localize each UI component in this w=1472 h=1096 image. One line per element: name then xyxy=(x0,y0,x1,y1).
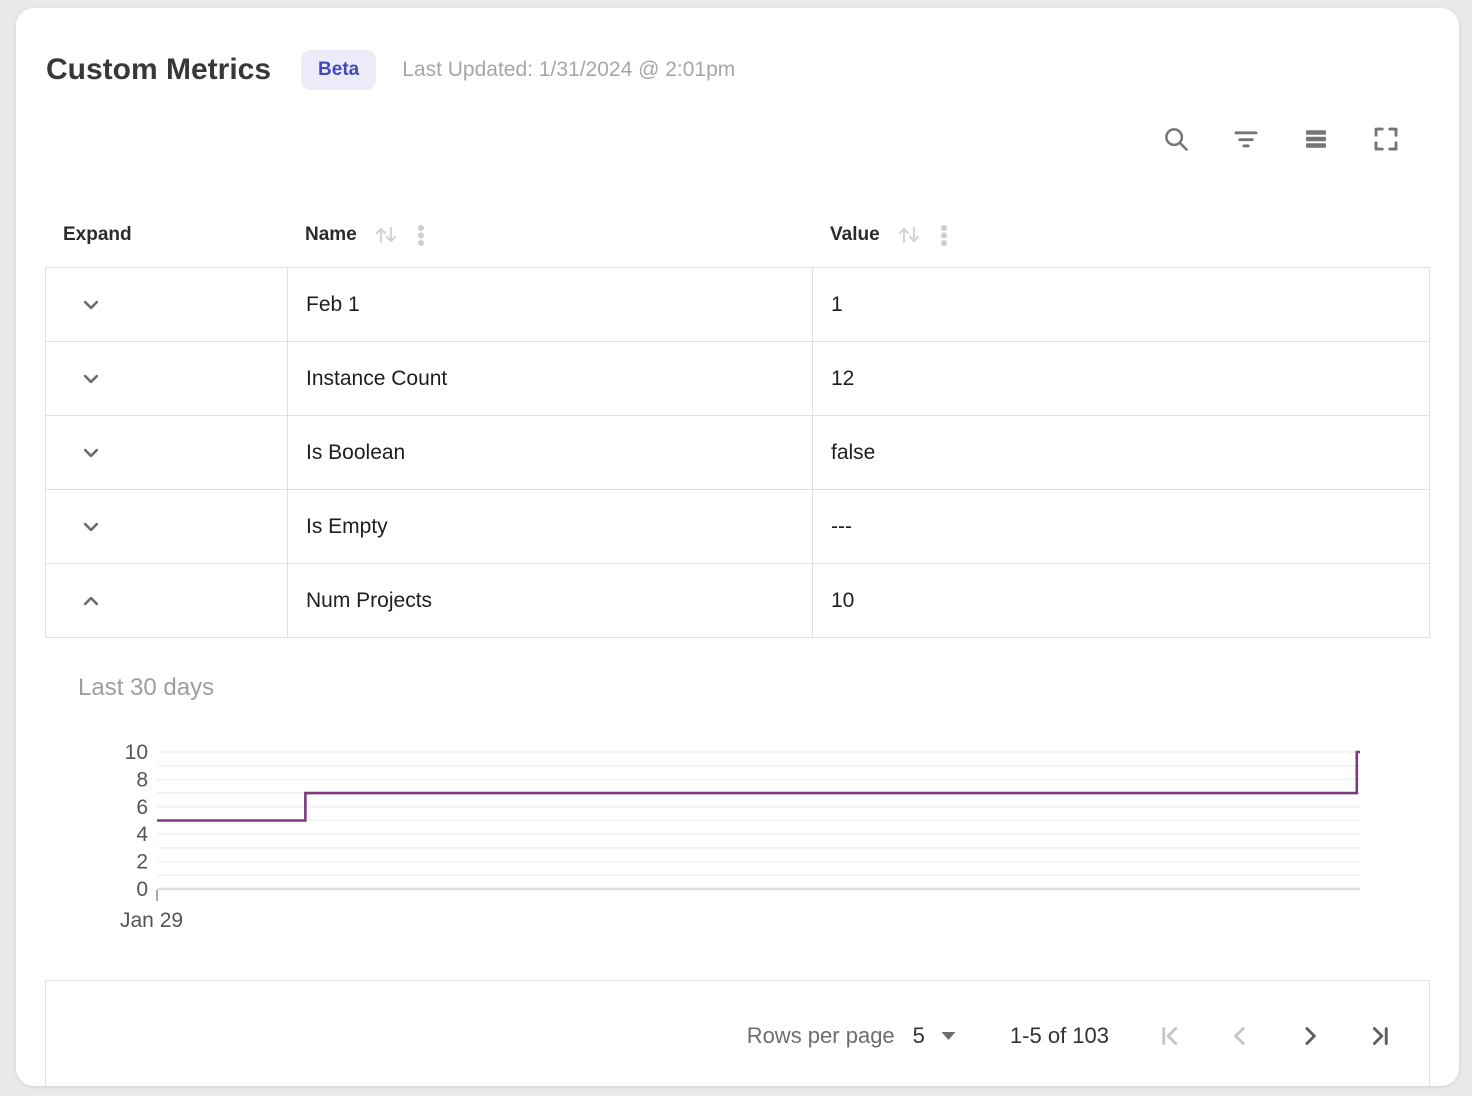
metric-name: Is Empty xyxy=(287,490,812,563)
first-page-button[interactable] xyxy=(1155,1021,1185,1051)
metric-value: 12 xyxy=(812,342,1429,415)
column-header-value[interactable]: Value xyxy=(812,220,1430,250)
expand-cell xyxy=(46,416,287,489)
dropdown-caret-icon xyxy=(941,1031,956,1041)
chevron-down-icon xyxy=(83,448,99,457)
metric-value: 1 xyxy=(812,268,1429,341)
svg-text:10: 10 xyxy=(125,741,148,764)
metric-value: 10 xyxy=(812,564,1429,637)
metric-name: Is Boolean xyxy=(287,416,812,489)
table-row: Feb 1 1 xyxy=(46,268,1429,342)
search-icon xyxy=(1165,128,1188,151)
last-page-icon xyxy=(1372,1026,1388,1045)
chevron-down-icon xyxy=(83,300,99,309)
expand-row-button[interactable] xyxy=(70,506,112,548)
rows-per-page-select[interactable]: 5 xyxy=(913,1023,956,1049)
metric-name: Num Projects xyxy=(287,564,812,637)
column-header-name[interactable]: Name xyxy=(287,220,812,250)
table-header-row: Expand Name Value xyxy=(45,202,1430,268)
first-page-icon xyxy=(1162,1026,1178,1045)
metric-value: false xyxy=(812,416,1429,489)
expand-row-button[interactable] xyxy=(70,284,112,326)
chevron-left-icon xyxy=(1234,1026,1245,1045)
chart-container: 0 2 4 6 8 10 Jan 29 xyxy=(120,714,1459,944)
page-title: Custom Metrics xyxy=(46,53,272,86)
search-button[interactable] xyxy=(1161,124,1191,154)
rows-per-page-label: Rows per page xyxy=(746,1022,895,1048)
rows-per-page-value: 5 xyxy=(912,1022,925,1048)
grid-toolbar xyxy=(16,90,1459,154)
svg-text:8: 8 xyxy=(136,768,148,791)
svg-text:6: 6 xyxy=(136,796,148,819)
metrics-table: Expand Name Value xyxy=(45,202,1430,638)
row-detail-panel: Last 30 days 0 2 4 6 8 10 Jan 29 xyxy=(16,674,1459,980)
table-row: Is Boolean false xyxy=(46,416,1429,490)
fullscreen-button[interactable] xyxy=(1371,124,1401,154)
chevron-right-icon xyxy=(1305,1026,1316,1045)
expand-cell xyxy=(46,268,287,341)
chevron-down-icon xyxy=(83,374,99,383)
svg-text:2: 2 xyxy=(136,851,148,874)
last-updated-text: Last Updated: 1/31/2024 @ 2:01pm xyxy=(402,58,736,81)
fullscreen-icon xyxy=(1374,127,1398,151)
table-row: Is Empty --- xyxy=(46,490,1429,564)
table-row: Instance Count 12 xyxy=(46,342,1429,416)
metric-name: Instance Count xyxy=(287,342,812,415)
num-projects-chart: 0 2 4 6 8 10 Jan 29 xyxy=(120,741,1360,932)
sort-icon[interactable] xyxy=(371,220,401,250)
column-menu-icon[interactable] xyxy=(415,220,427,250)
expand-row-button[interactable] xyxy=(70,580,112,622)
svg-text:Jan 29: Jan 29 xyxy=(120,909,183,932)
column-label: Value xyxy=(830,223,880,245)
density-button[interactable] xyxy=(1301,124,1331,154)
beta-badge: Beta xyxy=(301,50,377,90)
column-menu-icon[interactable] xyxy=(938,220,950,250)
svg-text:0: 0 xyxy=(136,878,148,901)
density-icon xyxy=(1306,130,1326,148)
chevron-up-icon xyxy=(83,596,99,605)
column-header-expand: Expand xyxy=(45,224,287,246)
table-row: Num Projects 10 xyxy=(46,564,1429,638)
column-label: Name xyxy=(305,223,357,245)
chevron-down-icon xyxy=(83,522,99,531)
custom-metrics-card: Custom Metrics Beta Last Updated: 1/31/2… xyxy=(16,8,1459,1086)
metric-value: --- xyxy=(812,490,1429,563)
svg-text:4: 4 xyxy=(136,823,148,846)
expand-row-button[interactable] xyxy=(70,432,112,474)
chart-title: Last 30 days xyxy=(78,674,215,701)
card-header: Custom Metrics Beta Last Updated: 1/31/2… xyxy=(16,8,1459,90)
metric-name: Feb 1 xyxy=(287,268,812,341)
table-body: Feb 1 1 Instance Count 12 xyxy=(45,268,1430,638)
expand-cell xyxy=(46,564,287,637)
pagination-range: 1-5 of 103 xyxy=(1009,1022,1109,1048)
expand-cell xyxy=(46,490,287,563)
filter-button[interactable] xyxy=(1231,124,1261,154)
sort-icon[interactable] xyxy=(894,220,924,250)
expand-cell xyxy=(46,342,287,415)
filter-icon xyxy=(1234,131,1258,148)
previous-page-button[interactable] xyxy=(1225,1021,1255,1051)
table-footer: Rows per page 5 1-5 of 103 xyxy=(45,980,1430,1086)
column-label: Expand xyxy=(63,223,132,245)
last-page-button[interactable] xyxy=(1365,1021,1395,1051)
pagination-controls xyxy=(1155,1021,1395,1051)
expand-row-button[interactable] xyxy=(70,358,112,400)
next-page-button[interactable] xyxy=(1295,1021,1325,1051)
